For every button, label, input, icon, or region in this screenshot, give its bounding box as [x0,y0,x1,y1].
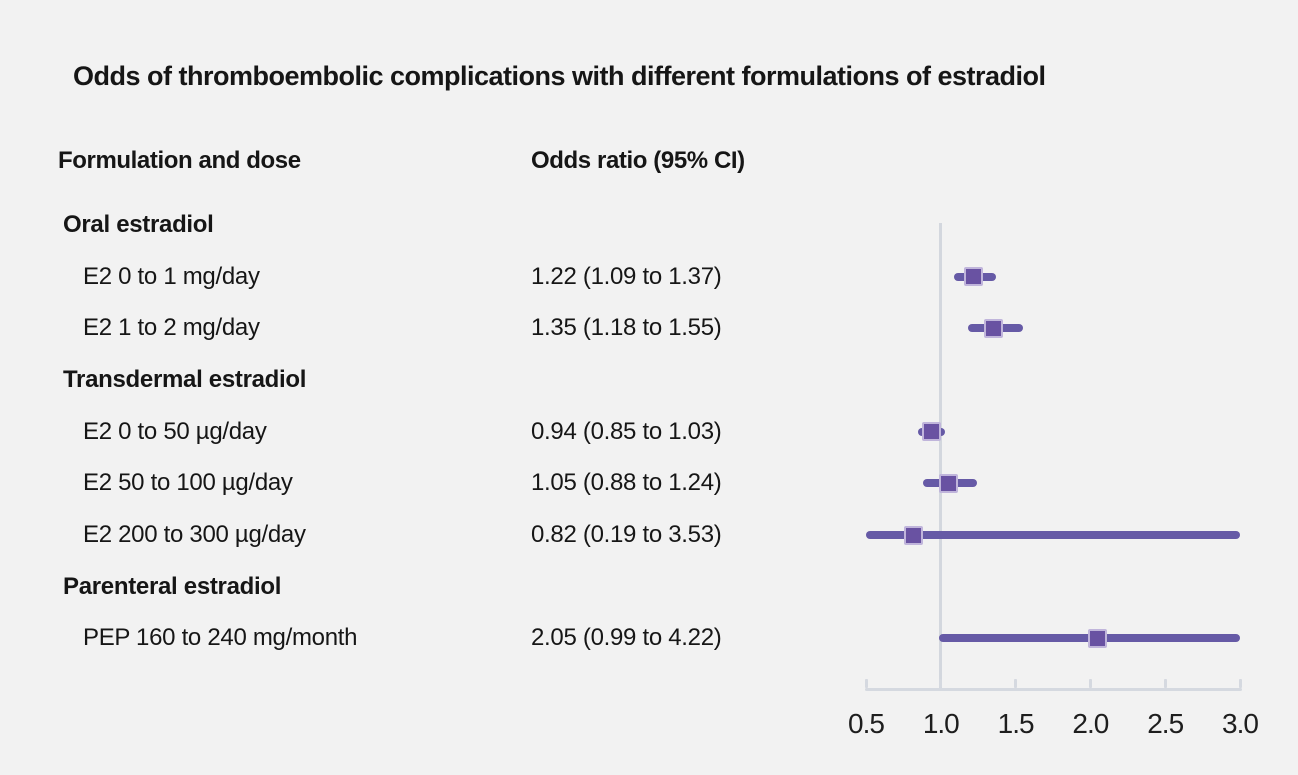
odds-ratio-marker [1088,628,1108,648]
odds-ratio-value: 1.35 (1.18 to 1.55) [531,314,722,342]
figure-title: Odds of thromboembolic complications wit… [73,61,1046,91]
group-row-label: Oral estradiol [63,210,214,238]
x-axis-tick-label: 3.0 [1222,708,1259,739]
item-row-label: PEP 160 to 240 mg/month [83,624,358,652]
column-header-odds-ratio: Odds ratio (95% CI) [531,147,745,174]
group-row-label: Parenteral estradiol [63,572,282,600]
item-row-label: E2 1 to 2 mg/day [83,314,260,342]
reference-line [939,223,943,688]
confidence-interval-line [866,531,1240,540]
x-axis-tick [864,679,868,688]
group-row-label: Transdermal estradiol [63,365,307,393]
odds-ratio-value: 0.94 (0.85 to 1.03) [531,417,722,445]
odds-ratio-value: 0.82 (0.19 to 3.53) [531,521,722,549]
x-axis-tick-label: 0.5 [848,708,885,739]
item-row-label: E2 200 to 300 µg/day [83,521,306,549]
item-row-label: E2 0 to 50 µg/day [83,417,267,445]
x-axis [864,688,1242,691]
odds-ratio-marker [922,422,942,442]
x-axis-tick-label: 2.5 [1147,708,1184,739]
x-axis-tick [939,679,943,688]
odds-ratio-value: 1.05 (0.88 to 1.24) [531,469,722,497]
odds-ratio-value: 1.22 (1.09 to 1.37) [531,262,722,290]
odds-ratio-marker [964,267,984,287]
x-axis-tick [1088,679,1092,688]
column-header-formulation: Formulation and dose [58,147,301,174]
item-row-label: E2 0 to 1 mg/day [83,262,260,290]
x-axis-tick [1238,679,1242,688]
x-axis-tick-label: 1.5 [997,708,1035,739]
item-row-label: E2 50 to 100 µg/day [83,469,293,497]
odds-ratio-marker [938,473,958,493]
x-axis-tick-label: 2.0 [1072,708,1109,739]
x-axis-tick [1163,679,1167,688]
x-axis-tick-label: 1.0 [922,708,960,739]
odds-ratio-value: 2.05 (0.99 to 4.22) [531,624,722,652]
odds-ratio-marker [983,318,1003,338]
odds-ratio-marker [904,525,924,545]
x-axis-tick [1014,679,1018,688]
